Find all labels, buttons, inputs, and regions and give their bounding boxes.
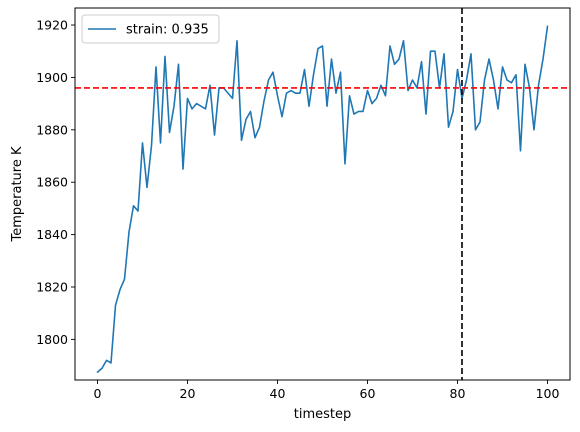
y-tick-label: 1860 [36, 175, 68, 190]
y-axis-label: Temperature K [10, 146, 25, 242]
legend-label: strain: 0.935 [126, 23, 209, 38]
axes-frame [74, 7, 571, 381]
y-tick-label: 1800 [36, 332, 68, 347]
legend: strain: 0.935 [81, 14, 220, 44]
reference-lines [75, 8, 570, 380]
y-tick-label: 1820 [36, 280, 68, 295]
y-tick-label: 1880 [36, 122, 68, 137]
legend-box [81, 14, 220, 44]
x-tick-label: 80 [450, 386, 466, 401]
x-tick-label: 40 [270, 386, 286, 401]
x-axis: 0 20 40 60 80 100 [94, 380, 560, 401]
plot-area [96, 25, 549, 373]
y-axis: 1800 1820 1840 1860 1880 1900 1920 [36, 18, 75, 347]
y-tick-label: 1840 [36, 227, 68, 242]
x-tick-label: 0 [94, 386, 102, 401]
x-tick-label: 20 [180, 386, 196, 401]
y-tick-label: 1900 [36, 70, 68, 85]
x-tick-label: 100 [536, 386, 560, 401]
y-tick-label: 1920 [36, 18, 68, 33]
x-axis-label: timestep [294, 407, 352, 422]
series-line-0 [96, 25, 549, 373]
x-tick-label: 60 [360, 386, 376, 401]
